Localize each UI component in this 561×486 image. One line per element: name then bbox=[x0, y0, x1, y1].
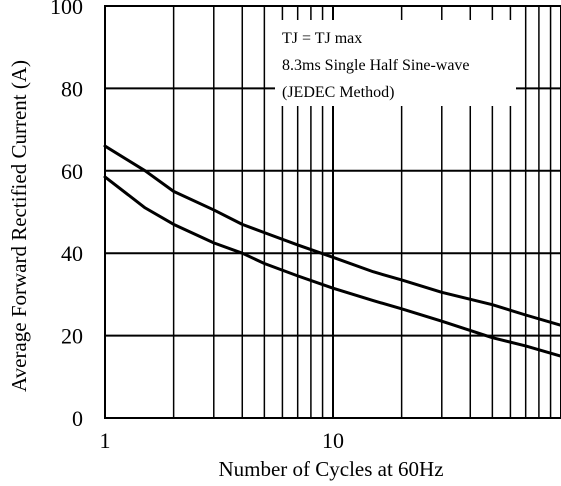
series-line-2 bbox=[103, 175, 561, 358]
annotation-line-1: TJ = TJ max bbox=[282, 30, 362, 47]
y-tick-label: 40 bbox=[61, 241, 83, 266]
series-line-1 bbox=[103, 144, 561, 327]
annotation-box: TJ = TJ max 8.3ms Single Half Sine-wave … bbox=[275, 20, 516, 106]
y-tick-label: 60 bbox=[61, 159, 83, 184]
x-axis-ticks: 1 10 bbox=[100, 428, 345, 453]
x-tick-label: 1 bbox=[100, 428, 111, 453]
plot-frame bbox=[104, 5, 561, 419]
y-tick-label: 0 bbox=[72, 406, 83, 431]
series-lines bbox=[103, 144, 561, 358]
y-tick-label: 80 bbox=[61, 76, 83, 101]
x-axis-title: Number of Cycles at 60Hz bbox=[218, 457, 443, 481]
y-axis-title: Average Forward Rectified Current (A) bbox=[7, 60, 31, 392]
y-axis-ticks: 0 20 40 60 80 100 bbox=[50, 0, 83, 431]
y-tick-label: 100 bbox=[50, 0, 83, 19]
annotation-line-2: 8.3ms Single Half Sine-wave bbox=[282, 57, 470, 74]
annotation-line-3: (JEDEC Method) bbox=[282, 84, 394, 101]
x-tick-label: 10 bbox=[322, 428, 344, 453]
y-tick-label: 20 bbox=[61, 324, 83, 349]
annotation-background bbox=[275, 20, 516, 106]
